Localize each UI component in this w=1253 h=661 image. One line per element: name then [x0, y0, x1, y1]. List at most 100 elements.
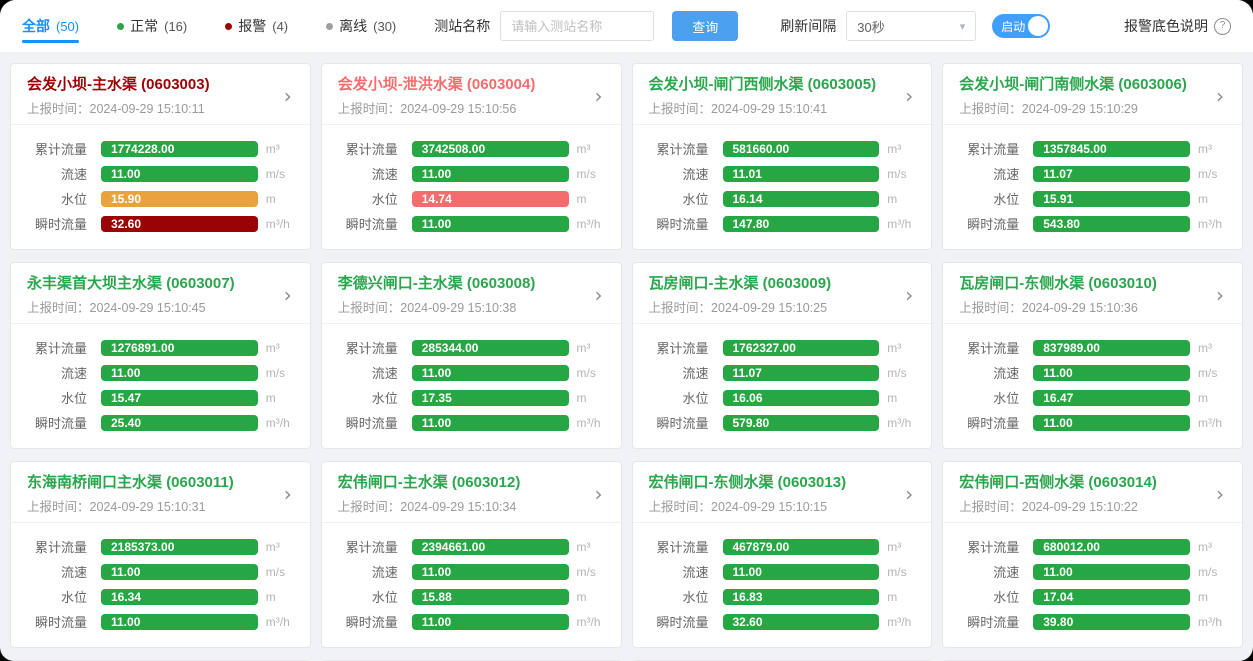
metric-value: 17.04: [1043, 589, 1074, 604]
chevron-right-icon[interactable]: ›: [1216, 84, 1224, 108]
station-card[interactable]: 瓦房闸口-主水渠 (0603009) 上报时间：2024-09-29 15:10…: [631, 262, 933, 449]
station-card[interactable]: 瓦房闸口-东侧水渠 (0603010) 上报时间：2024-09-29 15:1…: [942, 262, 1243, 449]
metric-bar: 15.90: [101, 190, 258, 207]
metric-unit: m/s: [576, 166, 596, 181]
report-time-value: 2024-09-29 15:10:41: [711, 102, 828, 116]
station-card[interactable]: 宏伟闸口-主水渠 (0603012) 上报时间：2024-09-29 15:10…: [320, 461, 622, 648]
chevron-right-icon[interactable]: ›: [905, 283, 914, 307]
station-code: (0603013): [777, 474, 847, 491]
report-time: 上报时间：2024-09-29 15:10:34: [338, 496, 521, 515]
metric-unit: m³: [576, 340, 591, 355]
metric-row: 瞬时流量 543.80 m³/h: [953, 214, 1232, 233]
refresh-interval-select[interactable]: 30秒 ▾: [846, 11, 977, 41]
metric-unit: m: [576, 390, 587, 405]
metric-bar: 2394661.00: [411, 538, 569, 555]
chevron-right-icon[interactable]: ›: [1216, 283, 1224, 307]
metric-label: 流速: [60, 565, 87, 580]
station-card[interactable]: 宏伟闸口-东侧水渠 (0603013) 上报时间：2024-09-29 15:1…: [631, 461, 933, 648]
refresh-interval-label: 刷新间隔: [780, 18, 837, 34]
station-code: (0603012): [451, 474, 521, 491]
metric-bar: 1774228.00: [101, 140, 258, 157]
station-card[interactable]: 会发小坝-闸门南侧水渠 (0603006) 上报时间：2024-09-29 15…: [942, 63, 1243, 250]
metric-value: 1276891.00: [111, 340, 175, 355]
status-tab[interactable]: 全部 (50): [22, 0, 80, 52]
metric-rows: 累计流量 1276891.00 m³ 流速 11.00 m/s 水位 15.47…: [11, 324, 310, 448]
station-card[interactable]: 会发小坝-闸门西侧水渠 (0603005) 上报时间：2024-09-29 15…: [631, 63, 933, 250]
status-tab[interactable]: 离线 (30): [326, 0, 396, 52]
metric-row: 水位 15.47 m: [21, 388, 300, 407]
card-header: 宏伟闸口-西侧水渠 (0603014) 上报时间：2024-09-29 15:1…: [943, 462, 1242, 523]
metric-bar: 3742508.00: [411, 140, 569, 157]
report-time-value: 2024-09-29 15:10:34: [400, 500, 517, 514]
metric-label: 瞬时流量: [967, 416, 1020, 431]
metric-bar: 11.00: [722, 563, 880, 580]
metric-unit: m³: [1198, 539, 1212, 554]
metric-value: 16.14: [732, 191, 763, 206]
metric-value: 15.88: [421, 589, 452, 604]
metric-value: 11.00: [421, 365, 452, 380]
metric-label: 瞬时流量: [967, 217, 1020, 232]
metric-value: 11.07: [1043, 166, 1073, 181]
refresh-group: 刷新间隔 30秒 ▾ 启动: [780, 11, 1051, 41]
station-cards-grid: 会发小坝-主水渠 (0603003) 上报时间：2024-09-29 15:10…: [0, 53, 1253, 661]
chevron-right-icon[interactable]: ›: [594, 283, 603, 307]
station-card[interactable]: 会发小坝-主水渠 (0603003) 上报时间：2024-09-29 15:10…: [10, 63, 311, 250]
metric-bar: 16.83: [722, 588, 880, 605]
report-time-value: 2024-09-29 15:10:11: [89, 102, 205, 116]
alarm-color-legend-link[interactable]: 报警底色说明 ?: [1124, 16, 1231, 36]
station-card[interactable]: 李德兴闸口-主水渠 (0603008) 上报时间：2024-09-29 15:1…: [320, 262, 622, 449]
station-card[interactable]: 永丰渠首大坝主水渠 (0603007) 上报时间：2024-09-29 15:1…: [10, 262, 311, 449]
auto-refresh-toggle[interactable]: 启动: [992, 14, 1051, 38]
chevron-right-icon[interactable]: ›: [283, 84, 292, 108]
station-name-input[interactable]: [500, 11, 655, 41]
chevron-right-icon[interactable]: ›: [905, 84, 914, 108]
station-name: 会发小坝-闸门西侧水渠: [648, 76, 804, 93]
metric-label: 累计流量: [967, 341, 1020, 356]
metric-label: 流速: [371, 565, 398, 580]
station-card[interactable]: 会发小坝-泄洪水渠 (0603004) 上报时间：2024-09-29 15:1…: [320, 63, 622, 250]
metric-rows: 累计流量 1357845.00 m³ 流速 11.07 m/s 水位 15.91…: [943, 125, 1242, 249]
metric-rows: 累计流量 3742508.00 m³ 流速 11.00 m/s 水位 14.74…: [322, 125, 621, 249]
metric-unit: m³: [265, 340, 280, 355]
station-card[interactable]: 东海南桥闸口主水渠 (0603011) 上报时间：2024-09-29 15:1…: [10, 461, 311, 648]
metric-value: 11.00: [1043, 415, 1073, 430]
metric-unit: m/s: [265, 166, 286, 181]
station-card[interactable]: 宏伟闸口-西侧水渠 (0603014) 上报时间：2024-09-29 15:1…: [942, 461, 1243, 648]
station-search-group: 测站名称 查询: [434, 11, 739, 41]
metric-value: 17.35: [421, 390, 452, 405]
refresh-interval-value: 30秒: [857, 19, 885, 35]
metric-label: 流速: [993, 167, 1020, 182]
metric-unit: m³: [1198, 340, 1212, 355]
station-name: 宏伟闸口-主水渠: [337, 474, 448, 491]
chevron-right-icon[interactable]: ›: [594, 482, 603, 506]
chevron-right-icon[interactable]: ›: [594, 84, 603, 108]
metric-bar: 11.00: [101, 165, 258, 182]
metric-row: 流速 11.00 m/s: [21, 562, 300, 581]
query-button[interactable]: 查询: [672, 11, 739, 41]
metric-unit: m/s: [265, 365, 286, 380]
status-tab[interactable]: 正常 (16): [117, 0, 187, 52]
metric-label: 流速: [682, 366, 709, 381]
metric-unit: m: [265, 191, 276, 206]
station-title: 宏伟闸口-主水渠 (0603012): [338, 473, 521, 493]
metric-bar: 11.07: [722, 364, 880, 381]
card-header: 会发小坝-泄洪水渠 (0603004) 上报时间：2024-09-29 15:1…: [321, 64, 621, 125]
metric-label: 瞬时流量: [34, 615, 87, 630]
metric-label: 累计流量: [967, 540, 1020, 555]
chevron-right-icon[interactable]: ›: [283, 283, 292, 307]
card-header: 李德兴闸口-主水渠 (0603008) 上报时间：2024-09-29 15:1…: [321, 263, 621, 324]
metric-bar: 39.80: [1033, 613, 1190, 630]
metric-value: 15.90: [111, 191, 142, 206]
metric-bar: 2185373.00: [101, 538, 258, 555]
metric-unit: m: [265, 589, 276, 604]
metric-unit: m: [1198, 191, 1208, 206]
chevron-right-icon[interactable]: ›: [1216, 482, 1224, 506]
metric-bar: 581660.00: [722, 140, 880, 157]
station-name: 瓦房闸口-主水渠: [648, 275, 759, 292]
metric-unit: m: [265, 390, 276, 405]
chevron-right-icon[interactable]: ›: [283, 482, 292, 506]
status-tab[interactable]: 报警 (4): [225, 0, 288, 52]
chevron-right-icon[interactable]: ›: [905, 482, 914, 506]
metric-label: 瞬时流量: [34, 416, 87, 431]
metric-value: 11.00: [111, 166, 141, 181]
